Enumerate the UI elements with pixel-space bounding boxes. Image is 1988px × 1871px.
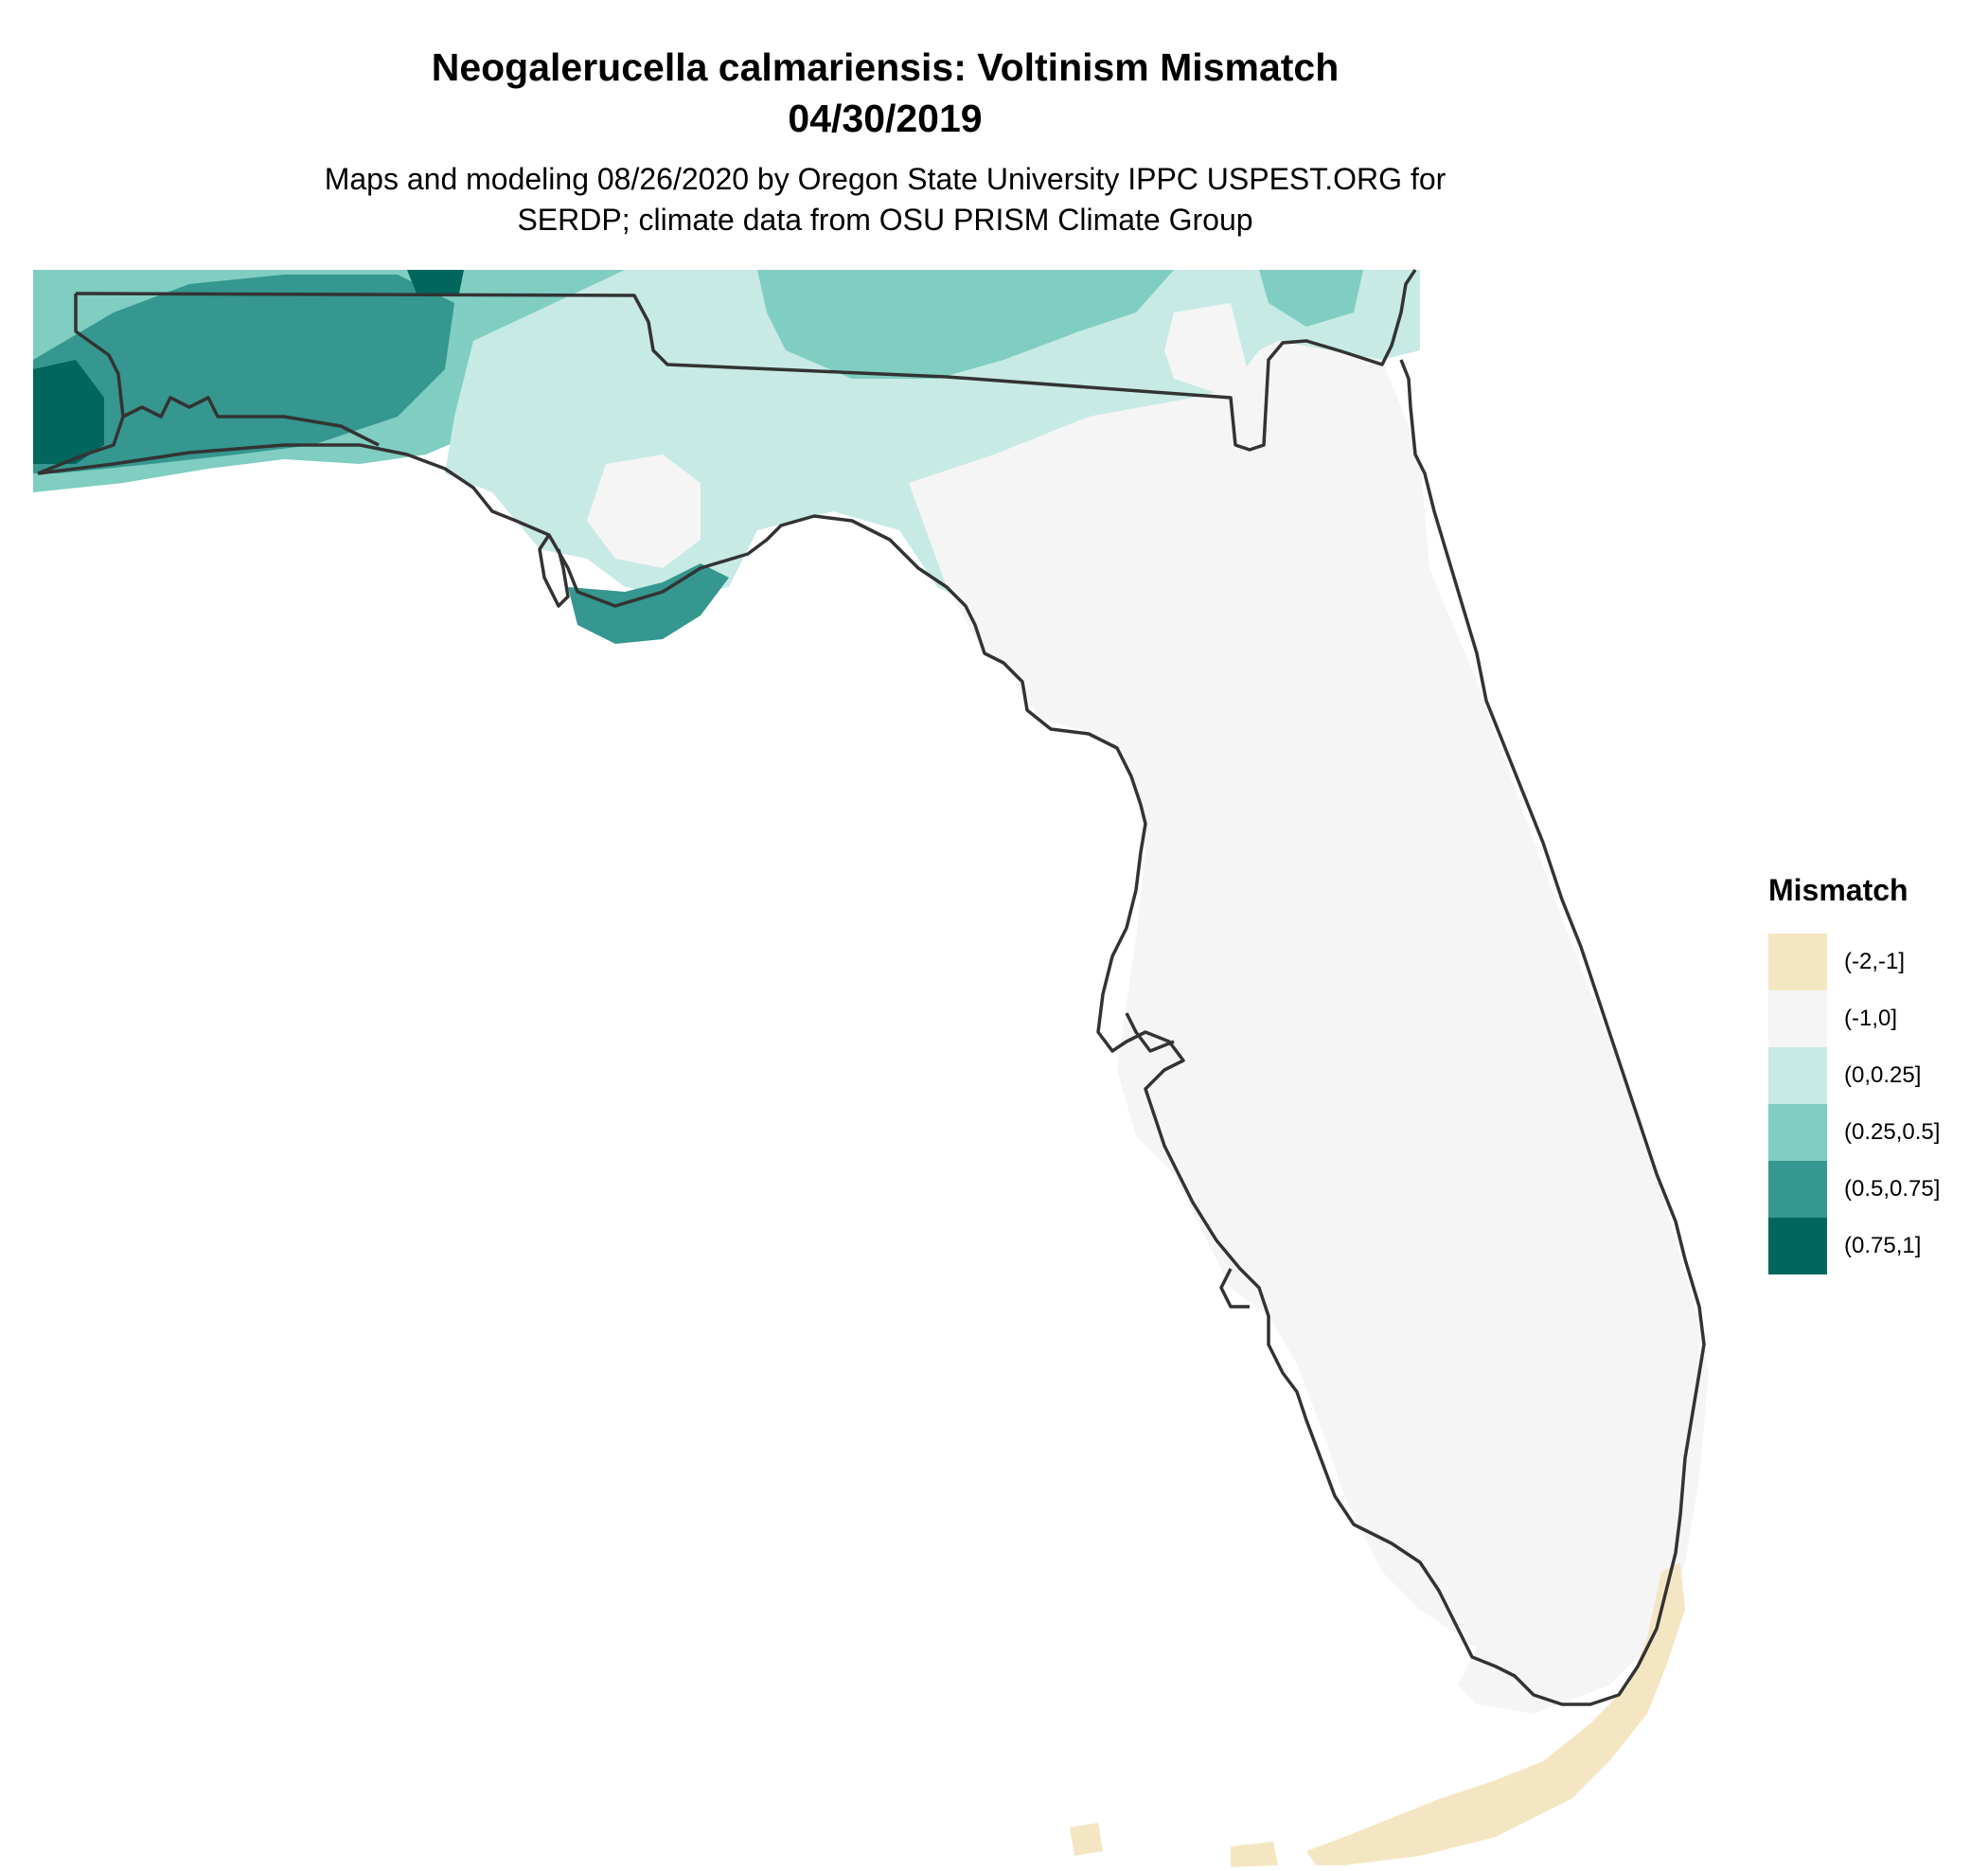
- legend-label: (-2,-1]: [1844, 949, 1906, 974]
- title-date: 04/30/2019: [788, 97, 983, 140]
- pensacola-bay-outline: [122, 396, 380, 447]
- legend-item: (-2,-1]: [1768, 934, 1977, 990]
- st-joe-bay-outline: [538, 534, 570, 608]
- raster-cells: [33, 270, 1709, 1867]
- legend-item: (0.25,0.5]: [1768, 1104, 1977, 1161]
- region-mid-teal-north: [757, 270, 1174, 379]
- legend-item: (-1,0]: [1768, 990, 1977, 1047]
- legend-label: (-1,0]: [1844, 1006, 1898, 1031]
- region-darkest-teal-west: [33, 360, 104, 464]
- legend-swatch: [1768, 1218, 1827, 1274]
- region-keys-warm-mid: [1231, 1842, 1278, 1867]
- map-title: Neogalerucella calmariensis: Voltinism M…: [0, 42, 1770, 144]
- legend: Mismatch (-2,-1] (-1,0] (0,0.25] (0.25,0.5]…: [1768, 871, 1977, 1274]
- legend-title: Mismatch: [1768, 873, 1908, 907]
- legend-item: (0.75,1]: [1768, 1218, 1977, 1274]
- legend-item: (0,0.25]: [1768, 1047, 1977, 1104]
- tampa-bay-outline: [1125, 1012, 1175, 1053]
- legend-item: (0.5,0.75]: [1768, 1161, 1977, 1218]
- region-darkest-teal-spot: [407, 270, 464, 294]
- title-line-1: Neogalerucella calmariensis: Voltinism M…: [431, 45, 1340, 89]
- legend-swatch: [1768, 934, 1827, 990]
- region-mid-teal-ne: [1259, 270, 1363, 327]
- region-dark-teal-west: [33, 275, 454, 473]
- charlotte-harbor-outline: [1219, 1268, 1250, 1309]
- region-neutral-north: [1164, 303, 1250, 398]
- region-keys-warm: [1306, 1562, 1685, 1865]
- region-neutral-peninsula: [909, 341, 1709, 1714]
- subtitle-line-2: SERDP; climate data from OSU PRISM Clima…: [517, 203, 1253, 237]
- subtitle-line-1: Maps and modeling 08/26/2020 by Oregon S…: [324, 162, 1447, 196]
- legend-label: (0.5,0.75]: [1844, 1176, 1941, 1202]
- state-border-alabama-west: [37, 294, 125, 475]
- legend-label: (0,0.25]: [1844, 1062, 1922, 1088]
- state-border-north: [75, 269, 1417, 452]
- region-keys-warm-west: [1070, 1823, 1103, 1856]
- region-neutral-central-west: [587, 454, 701, 568]
- legend-label: (0.25,0.5]: [1844, 1119, 1941, 1145]
- legend-swatch: [1768, 1047, 1827, 1104]
- legend-swatch: [1768, 990, 1827, 1047]
- legend-label: (0.75,1]: [1844, 1233, 1922, 1258]
- boundary-lines: [37, 269, 1706, 1706]
- legend-swatch: [1768, 1161, 1827, 1218]
- legend-items: (-2,-1] (-1,0] (0,0.25] (0.25,0.5] (0.5,0.75…: [1768, 934, 1977, 1274]
- map-subtitle: Maps and modeling 08/26/2020 by Oregon S…: [0, 159, 1770, 241]
- legend-swatch: [1768, 1104, 1827, 1161]
- region-dark-teal-bigbend: [568, 563, 729, 644]
- florida-coastline: [37, 359, 1706, 1706]
